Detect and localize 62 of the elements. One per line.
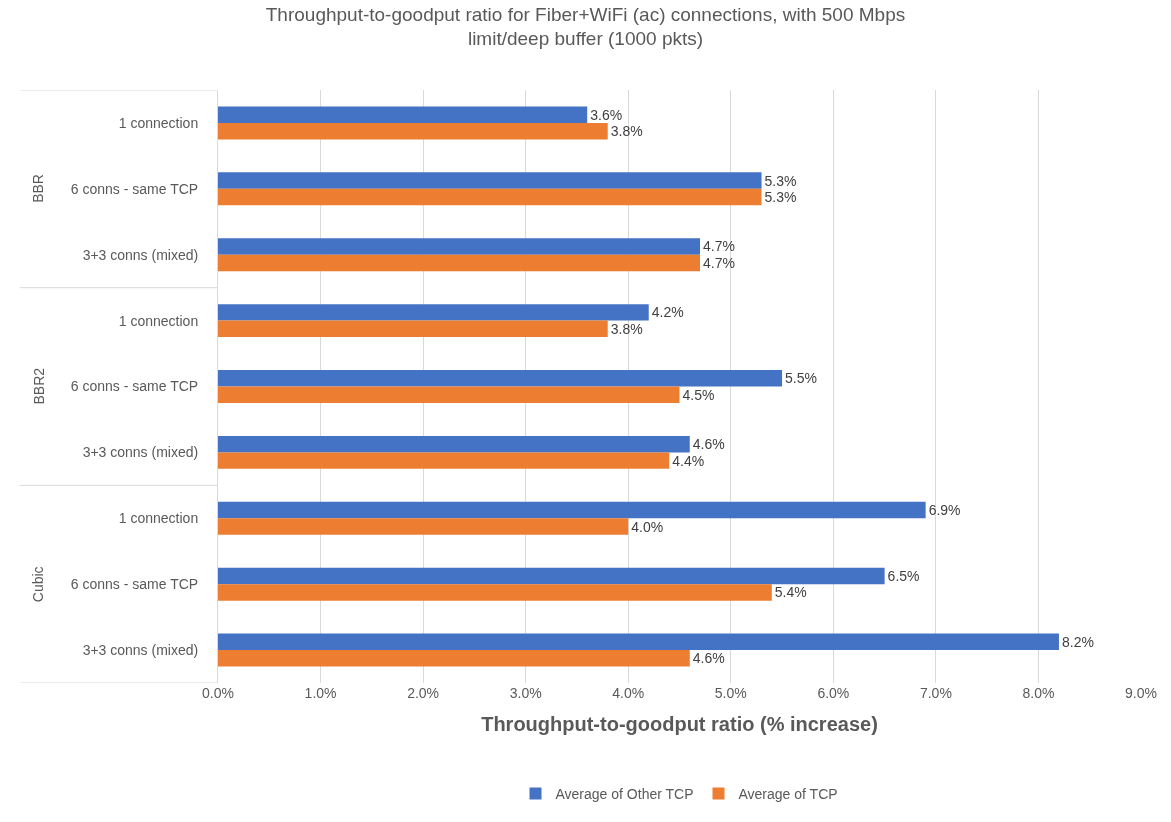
bar [218, 320, 608, 338]
data-label: 4.6% [692, 650, 725, 667]
data-label: 6.5% [887, 567, 920, 584]
data-label: 8.2% [1061, 633, 1094, 650]
x-tick-label: 1.0% [304, 685, 337, 701]
y-tick-label: 6 conns - same TCP [70, 576, 199, 593]
y-tick-label: 1 connection [118, 312, 199, 329]
x-tick-label: 7.0% [919, 685, 952, 701]
data-label: 4.2% [651, 304, 684, 321]
data-label: 3.6% [590, 106, 623, 123]
y-tick-label: 6 conns - same TCP [70, 180, 199, 197]
bar [218, 501, 926, 519]
data-label: 4.7% [703, 254, 735, 271]
bar [218, 567, 885, 585]
text: BBR [30, 174, 47, 203]
x-tick-label: 0.0% [202, 685, 234, 701]
data-label: 4.4% [672, 452, 705, 469]
bar [218, 188, 762, 206]
data-label: 5.3% [764, 189, 797, 206]
bar [218, 452, 670, 469]
bar [218, 435, 690, 453]
y-tick-label: 3+3 conns (mixed) [82, 641, 199, 658]
bar [218, 304, 649, 321]
data-label: 5.3% [764, 172, 797, 189]
y-tick-label: 3+3 conns (mixed) [82, 444, 199, 461]
x-tick-label: 6.0% [817, 685, 850, 701]
y-tick-label: 1 connection [118, 510, 199, 527]
y-tick-label: 1 connection [118, 114, 199, 131]
data-label: 4.6% [692, 436, 725, 453]
bar [218, 518, 629, 535]
data-label: 4.0% [631, 518, 664, 535]
data-label: 3.8% [610, 123, 643, 140]
legend-label: Average of Other TCP [555, 785, 694, 802]
bar [218, 386, 680, 403]
x-tick-label: 4.0% [612, 685, 645, 701]
bar [218, 122, 608, 140]
data-label: 6.9% [928, 502, 961, 519]
data-label: 3.8% [610, 320, 643, 337]
x-tick-label: 2.0% [407, 685, 440, 701]
bar [218, 106, 588, 123]
chart-title: Throughput-to-goodput ratio for Fiber+WiFi (ac) connections, with 500 Mbps limit/deep buffer (1000 pkts) [265, 3, 906, 50]
text: Cubic [29, 566, 46, 603]
data-label: 4.5% [682, 386, 715, 403]
y-tick-label: 3+3 conns (mixed) [82, 246, 199, 263]
x-tick-label: 3.0% [509, 685, 542, 701]
data-label: 5.4% [774, 584, 807, 601]
y-tick-label: 6 conns - same TCP [70, 378, 199, 395]
x-tick-label: 8.0% [1022, 685, 1055, 701]
text: BBR2 [30, 367, 47, 405]
bar [218, 650, 690, 667]
data-label: 5.5% [785, 370, 817, 387]
bar [218, 254, 701, 272]
x-tick-label: 9.0% [1125, 685, 1157, 701]
legend-label: Average of TCP [738, 785, 838, 802]
bar [218, 238, 701, 255]
bar [218, 584, 772, 601]
bar [218, 633, 1059, 651]
data-label: 4.7% [703, 238, 735, 255]
bar [218, 370, 783, 387]
bar [218, 172, 762, 189]
x-axis-title: Throughput-to-goodput ratio (% increase) [481, 712, 878, 735]
x-tick-label: 5.0% [714, 685, 747, 701]
